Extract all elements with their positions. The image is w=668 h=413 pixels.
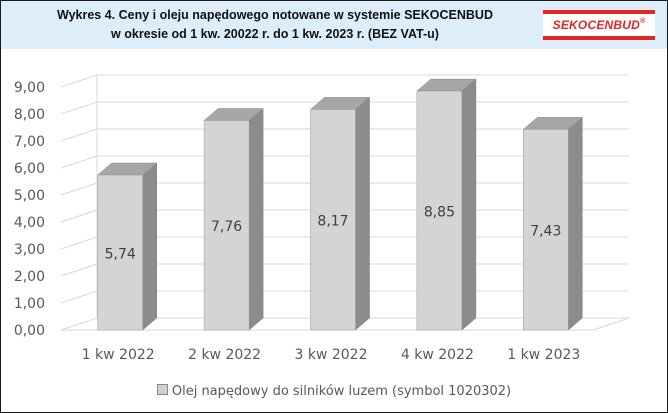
legend: Olej napędowy do silników luzem (symbol … bbox=[1, 384, 667, 399]
logo-bottom-stripe bbox=[543, 36, 655, 40]
data-label: 8,17 bbox=[317, 214, 348, 230]
x-tick-label: 1 kw 2022 bbox=[82, 347, 155, 363]
chart-plot: 0,00 1,00 2,00 3,00 4,00 5,00 6,00 7,00 8,00 9,00… bbox=[14, 74, 630, 363]
y-tick-label: 6,00 bbox=[14, 161, 45, 177]
legend-label: Olej napędowy do silników luzem (symbol … bbox=[171, 384, 512, 399]
y-tick-label: 7,00 bbox=[14, 134, 45, 150]
gridline bbox=[60, 74, 629, 88]
bar-side bbox=[461, 78, 477, 331]
bar-layer: 5,74 7,76 8,17 8,85 7,43 bbox=[97, 78, 583, 331]
y-axis-ticks: 0,00 1,00 2,00 3,00 4,00 5,00 6,00 7,00 8,00 9,00 bbox=[14, 80, 45, 339]
floor bbox=[60, 317, 630, 331]
bar-side bbox=[355, 96, 370, 331]
data-label: 7,76 bbox=[211, 219, 242, 235]
bar bbox=[416, 78, 477, 331]
legend-swatch bbox=[156, 384, 168, 395]
y-tick-label: 3,00 bbox=[14, 242, 45, 258]
y-tick-label: 5,00 bbox=[14, 188, 45, 204]
chart-title: Wykres 4. Ceny i oleju napędowego notowa… bbox=[5, 6, 545, 44]
bar-front bbox=[203, 120, 250, 331]
bar-front bbox=[310, 109, 356, 331]
bar-side bbox=[142, 162, 157, 331]
logo-text: SEKOCENBUD® bbox=[543, 18, 655, 32]
y-tick-label: 2,00 bbox=[14, 269, 45, 285]
sekocenbud-logo: SEKOCENBUD® bbox=[543, 10, 655, 40]
bar-front bbox=[523, 129, 569, 331]
bar bbox=[203, 107, 264, 331]
data-label: 8,85 bbox=[424, 205, 455, 221]
logo-registered-mark: ® bbox=[639, 18, 646, 25]
y-tick-label: 0,00 bbox=[14, 323, 45, 339]
y-tick-label: 9,00 bbox=[14, 80, 45, 96]
data-label: 7,43 bbox=[530, 224, 561, 240]
bar-side bbox=[248, 107, 264, 331]
x-tick-label: 3 kw 2022 bbox=[295, 347, 368, 363]
x-tick-label: 1 kw 2023 bbox=[507, 347, 580, 363]
data-label: 5,74 bbox=[105, 247, 136, 263]
chart-header: Wykres 4. Ceny i oleju napędowego notowa… bbox=[1, 1, 667, 49]
logo-top-stripe bbox=[543, 10, 655, 14]
bar-front bbox=[416, 90, 463, 331]
chart-title-line-1: Wykres 4. Ceny i oleju napędowego notowa… bbox=[57, 8, 493, 22]
bar-side bbox=[568, 116, 583, 331]
bar-front bbox=[97, 174, 143, 331]
chart-title-line-2: w okresie od 1 kw. 20022 r. do 1 kw. 202… bbox=[111, 27, 439, 41]
y-tick-label: 1,00 bbox=[14, 296, 45, 312]
bar bbox=[97, 162, 158, 331]
logo-name: SEKOCENBUD bbox=[552, 18, 640, 32]
y-tick-label: 8,00 bbox=[14, 107, 45, 123]
x-tick-label: 4 kw 2022 bbox=[401, 347, 474, 363]
bar bbox=[522, 116, 583, 331]
bar bbox=[309, 96, 371, 331]
x-axis-ticks: 1 kw 2022 2 kw 2022 3 kw 2022 4 kw 2022 1 kw… bbox=[82, 347, 581, 363]
y-tick-label: 4,00 bbox=[14, 215, 45, 231]
x-tick-label: 2 kw 2022 bbox=[188, 347, 261, 363]
